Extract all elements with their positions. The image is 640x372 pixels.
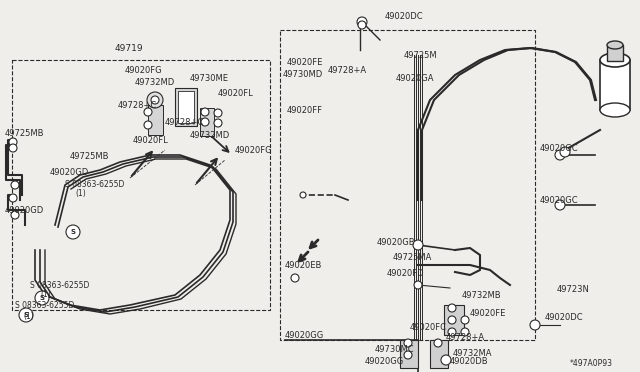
Circle shape xyxy=(448,304,456,312)
Text: 49020FD: 49020FD xyxy=(387,269,424,278)
Ellipse shape xyxy=(600,103,630,117)
Text: (1): (1) xyxy=(75,189,86,198)
Circle shape xyxy=(35,291,49,305)
Bar xyxy=(148,105,163,135)
Circle shape xyxy=(9,194,17,202)
Circle shape xyxy=(358,21,366,29)
Text: 49020GG: 49020GG xyxy=(365,357,404,366)
Text: 49020DB: 49020DB xyxy=(450,357,488,366)
Text: S: S xyxy=(70,229,76,235)
Ellipse shape xyxy=(600,53,630,67)
Circle shape xyxy=(357,17,367,27)
Circle shape xyxy=(414,281,422,289)
Circle shape xyxy=(11,181,19,189)
Ellipse shape xyxy=(607,41,623,49)
Text: S 08363-6255D: S 08363-6255D xyxy=(15,301,74,311)
Text: 49732MB: 49732MB xyxy=(462,291,502,299)
Text: 49725MB: 49725MB xyxy=(5,128,45,138)
Circle shape xyxy=(560,147,570,157)
Text: 49719: 49719 xyxy=(115,44,143,52)
Text: S 08363-6255D: S 08363-6255D xyxy=(65,180,124,189)
Text: 49728+A: 49728+A xyxy=(328,65,367,74)
Text: 49020FL: 49020FL xyxy=(218,89,253,97)
Circle shape xyxy=(151,96,159,104)
Circle shape xyxy=(214,109,222,117)
Text: *497A0P93: *497A0P93 xyxy=(570,359,613,369)
Text: 49728+C: 49728+C xyxy=(165,118,204,126)
Bar xyxy=(607,45,623,61)
Circle shape xyxy=(461,328,469,336)
Text: 49020GA: 49020GA xyxy=(396,74,435,83)
Text: 49020FF: 49020FF xyxy=(287,106,323,115)
Circle shape xyxy=(300,192,306,198)
Bar xyxy=(444,305,464,335)
Text: 49730MD: 49730MD xyxy=(283,70,323,78)
Text: 49020GG: 49020GG xyxy=(285,330,324,340)
Bar xyxy=(430,340,448,368)
Text: S 08363-6255D: S 08363-6255D xyxy=(30,280,90,289)
Text: 49020GB: 49020GB xyxy=(377,237,415,247)
Circle shape xyxy=(434,339,442,347)
Circle shape xyxy=(201,108,209,116)
Circle shape xyxy=(291,274,299,282)
Circle shape xyxy=(461,316,469,324)
Circle shape xyxy=(555,150,565,160)
Circle shape xyxy=(441,355,451,365)
Text: 49732MD: 49732MD xyxy=(135,77,175,87)
Text: 49732MD: 49732MD xyxy=(190,131,230,140)
Bar xyxy=(12,60,270,310)
Circle shape xyxy=(66,225,80,239)
Text: 49730MC: 49730MC xyxy=(375,346,415,355)
Circle shape xyxy=(201,118,209,126)
Text: 49020GC: 49020GC xyxy=(540,144,579,153)
Text: 49020DC: 49020DC xyxy=(385,12,424,20)
Text: 49020FE: 49020FE xyxy=(470,310,506,318)
Text: 49725M: 49725M xyxy=(404,51,438,60)
Text: 49020GD: 49020GD xyxy=(50,167,89,176)
Text: 49728+C: 49728+C xyxy=(118,100,157,109)
Circle shape xyxy=(404,339,412,347)
Circle shape xyxy=(555,200,565,210)
Text: 49723N: 49723N xyxy=(557,285,590,295)
Bar xyxy=(600,60,630,110)
Circle shape xyxy=(11,211,19,219)
Circle shape xyxy=(404,351,412,359)
Text: (1): (1) xyxy=(40,289,51,298)
Bar xyxy=(280,30,535,340)
Circle shape xyxy=(9,138,17,146)
Circle shape xyxy=(448,328,456,336)
Bar xyxy=(175,88,197,126)
Text: 49020FE: 49020FE xyxy=(287,58,323,67)
Circle shape xyxy=(19,308,33,322)
Bar xyxy=(200,108,214,136)
Circle shape xyxy=(214,119,222,127)
Text: 49020DC: 49020DC xyxy=(545,314,584,323)
Text: (1): (1) xyxy=(23,311,34,321)
Circle shape xyxy=(530,320,540,330)
Text: S: S xyxy=(40,295,45,301)
Text: 49020FL: 49020FL xyxy=(133,135,169,144)
Text: 49020FG: 49020FG xyxy=(235,145,273,154)
Text: 49725MA: 49725MA xyxy=(393,253,433,263)
Bar xyxy=(178,91,194,123)
Circle shape xyxy=(413,240,423,250)
Circle shape xyxy=(144,121,152,129)
Text: 49730ME: 49730ME xyxy=(190,74,229,83)
Text: 49020GD: 49020GD xyxy=(5,205,44,215)
Text: 49020FC: 49020FC xyxy=(410,324,447,333)
Text: 49020FG: 49020FG xyxy=(125,65,163,74)
Text: S: S xyxy=(24,312,29,318)
Text: 49020EB: 49020EB xyxy=(285,260,323,269)
Circle shape xyxy=(448,316,456,324)
Text: 49020GC: 49020GC xyxy=(540,196,579,205)
Circle shape xyxy=(144,108,152,116)
Text: 49728+A: 49728+A xyxy=(446,334,485,343)
Bar xyxy=(400,340,418,368)
Text: 49725MB: 49725MB xyxy=(70,151,109,160)
Text: 49732MA: 49732MA xyxy=(453,349,493,357)
Circle shape xyxy=(9,144,17,152)
Circle shape xyxy=(147,92,163,108)
